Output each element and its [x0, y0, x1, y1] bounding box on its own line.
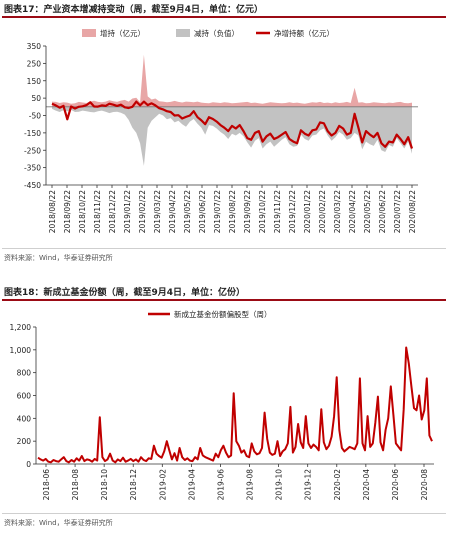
legend-label-1: 减持（负值）: [194, 28, 239, 38]
y-tick-label: 250: [27, 59, 42, 68]
x-tick-label: 2019/07/22: [213, 190, 222, 233]
figure17-title: 图表17：产业资本增减持变动（周，截至9月4日，单位：亿元）: [4, 5, 264, 15]
series-decrease-area: [52, 106, 412, 166]
y-tick-label: 0: [26, 460, 31, 469]
legend-label: 新成立基金份额偏股型（周）: [174, 309, 272, 319]
x-tick-label: 2020/02/22: [318, 190, 327, 233]
legend-swatch-1: [176, 29, 190, 37]
x-tick-label: 2019-04: [187, 469, 196, 501]
new-fund-shares-chart: 新成立基金份额偏股型（周） 0 200 400 600 800 1,000 1,200 2018…: [10, 309, 434, 501]
legend-swatch-0: [82, 29, 96, 37]
y-tick-label: 800: [17, 369, 32, 378]
legend-label-2: 净增持额（亿元）: [274, 28, 334, 38]
x-tick-label: 2018/12/22: [108, 190, 117, 233]
x-tick-label: 2020-08: [420, 469, 429, 501]
x-tick-label: 2018/10/22: [78, 190, 87, 233]
figure17-source-rule: [2, 248, 446, 249]
y-tick-label: -450: [24, 181, 41, 190]
y-tick-label: -50: [29, 112, 41, 121]
x-tick-label: 2019/04/22: [168, 190, 177, 233]
x-tick-label: 2019/02/22: [138, 190, 147, 233]
x-tick-label: 2020-02: [333, 469, 342, 501]
figure18-title-rule: [2, 299, 446, 301]
x-tick-label: 2020/07/22: [393, 190, 402, 233]
x-tick-label: 2020-06: [391, 469, 400, 501]
y-tick-label: 350: [27, 42, 42, 51]
y-tick-label: 150: [27, 77, 42, 86]
x-tick-label: 2020/03/22: [333, 190, 342, 233]
x-tick-label: 2018-06: [42, 469, 51, 501]
figure18-source-rule: [2, 513, 446, 514]
y-tick-label: 400: [17, 414, 32, 423]
x-tick-label: 2019/12/22: [288, 190, 297, 233]
x-tick-label: 2019/11/22: [273, 190, 282, 233]
x-tick-label: 2018-08: [71, 469, 80, 501]
figure18-source: 资料来源：Wind，华泰证券研究所: [4, 519, 113, 527]
net-change-chart: 增持（亿元） 减持（负值） 净增持额（亿元） -450 -350 -250 -150 -50 5…: [24, 28, 418, 233]
x-tick-label: 2018/08/22: [48, 190, 57, 233]
y-tick-label: 1,200: [10, 323, 32, 332]
y-tick-label: 200: [17, 437, 32, 446]
x-tick-label: 2019/08/22: [228, 190, 237, 233]
y-tick-label: -150: [24, 129, 41, 138]
x-tick-label: 2018-10: [100, 469, 109, 501]
figure17-source: 资料来源：Wind，华泰证券研究所: [4, 254, 113, 262]
y-tick-label: 1,000: [10, 346, 32, 355]
x-tick-label: 2020/08/22: [408, 190, 417, 233]
x-tick-label: 2020-04: [362, 469, 371, 501]
x-tick-label: 2019/09/22: [243, 190, 252, 233]
x-tick-label: 2019/03/22: [153, 190, 162, 233]
x-tick-label: 2020/04/22: [348, 190, 357, 233]
x-tick-label: 2020/01/22: [303, 190, 312, 233]
x-tick-label: 2019/01/22: [123, 190, 132, 233]
y-tick-label: -350: [24, 164, 41, 173]
x-tick-label: 2019-12: [304, 469, 313, 501]
x-tick-label: 2019/05/22: [183, 190, 192, 233]
figure17-title-rule: [2, 16, 446, 18]
x-tick-label: 2019-02: [158, 469, 167, 501]
x-tick-label: 2018-12: [129, 469, 138, 501]
figure18-title: 图表18：新成立基金份额（周，截至9月4日，单位：亿份）: [4, 288, 246, 298]
x-tick-label: 2018/09/22: [63, 190, 72, 233]
x-tick-label: 2019-08: [246, 469, 255, 501]
x-tick-label: 2020/05/22: [363, 190, 372, 233]
y-tick-label: 50: [31, 94, 41, 103]
legend-label-0: 增持（亿元）: [100, 28, 145, 38]
series-increase-area: [52, 54, 412, 107]
series-new-fund-line: [37, 346, 433, 464]
x-tick-label: 2019-10: [275, 469, 284, 501]
x-tick-label: 2019-06: [216, 469, 225, 501]
x-tick-label: 2019/06/22: [198, 190, 207, 233]
x-tick-label: 2020/06/22: [378, 190, 387, 233]
x-tick-label: 2019/10/22: [258, 190, 267, 233]
y-tick-label: -250: [24, 146, 41, 155]
series-net-line: [51, 100, 414, 149]
y-tick-label: 600: [17, 392, 32, 401]
x-tick-label: 2018/11/22: [93, 190, 102, 233]
